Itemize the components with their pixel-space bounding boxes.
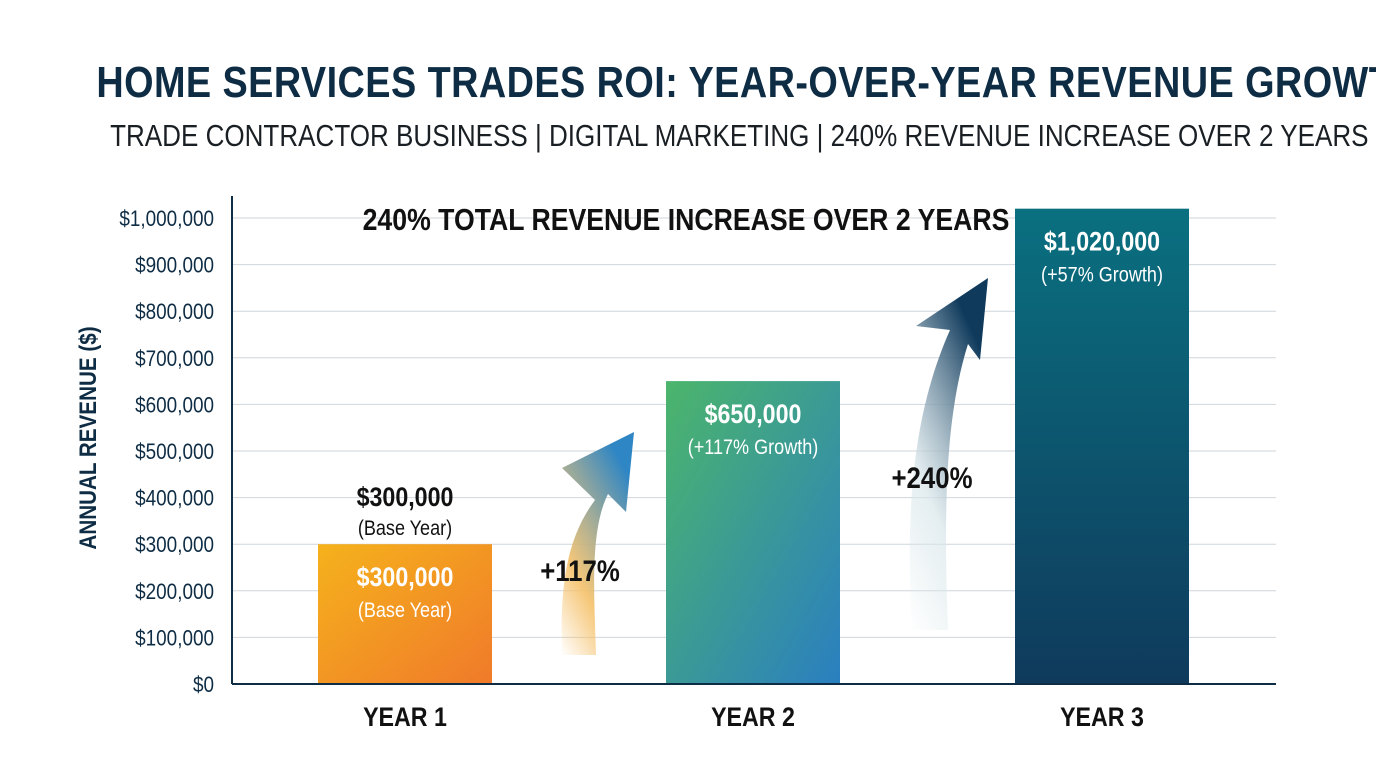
chart-subtitle: TRADE CONTRACTOR BUSINESS | DIGITAL MARK… — [110, 118, 1369, 153]
y-tick-label: $600,000 — [135, 393, 214, 418]
y-tick-label: $900,000 — [135, 253, 214, 278]
y-tick-label: $200,000 — [135, 579, 214, 604]
y-tick-label: $800,000 — [135, 300, 214, 325]
growth-arrow-2 — [909, 278, 988, 630]
bar-note-label: (+57% Growth) — [1041, 263, 1163, 287]
y-tick-label: $400,000 — [135, 486, 214, 511]
growth-arrows — [561, 278, 988, 655]
bars — [318, 208, 1189, 684]
axes — [231, 196, 1276, 685]
y-tick-label: $1,000,000 — [119, 207, 214, 232]
growth-arrow-1 — [561, 432, 634, 655]
chart-title: HOME SERVICES TRADES ROI: YEAR-OVER-YEAR… — [96, 58, 1376, 107]
bar-note-label: (+117% Growth) — [688, 436, 819, 460]
y-tick-label: $500,000 — [135, 440, 214, 465]
above-bar-note-label: (Base Year) — [358, 517, 452, 541]
x-tick-label: YEAR 1 — [363, 702, 447, 732]
y-axis-label: ANNUAL REVENUE ($) — [75, 326, 102, 549]
y-tick-labels: $0 $100,000 $200,000 $300,000 $400,000 $500,0… — [119, 207, 214, 698]
x-tick-label: YEAR 2 — [711, 702, 795, 732]
y-tick-label: $0 — [193, 673, 214, 698]
bar-labels: YEAR 1 $300,000 (Base Year) YEAR 2 $650,000 (… — [357, 227, 1163, 732]
y-tick-label: $700,000 — [135, 346, 214, 371]
bar-note-label: (Base Year) — [358, 599, 452, 623]
bar-3 — [1015, 208, 1189, 684]
bar-value-label: $650,000 — [705, 400, 802, 430]
y-tick-label: $100,000 — [135, 626, 214, 651]
total-increase-annotation: 240% TOTAL REVENUE INCREASE OVER 2 YEARS — [363, 203, 1010, 237]
x-tick-label: YEAR 3 — [1060, 702, 1144, 732]
bar-value-label: $1,020,000 — [1044, 227, 1160, 257]
bar-2 — [666, 381, 840, 684]
growth-label-2: +240% — [891, 461, 972, 494]
y-tick-label: $300,000 — [135, 533, 214, 558]
bar-1 — [318, 544, 492, 684]
bar-value-label: $300,000 — [357, 563, 454, 593]
above-bar-value-label: $300,000 — [357, 483, 454, 513]
growth-label-1: +117% — [540, 554, 620, 587]
